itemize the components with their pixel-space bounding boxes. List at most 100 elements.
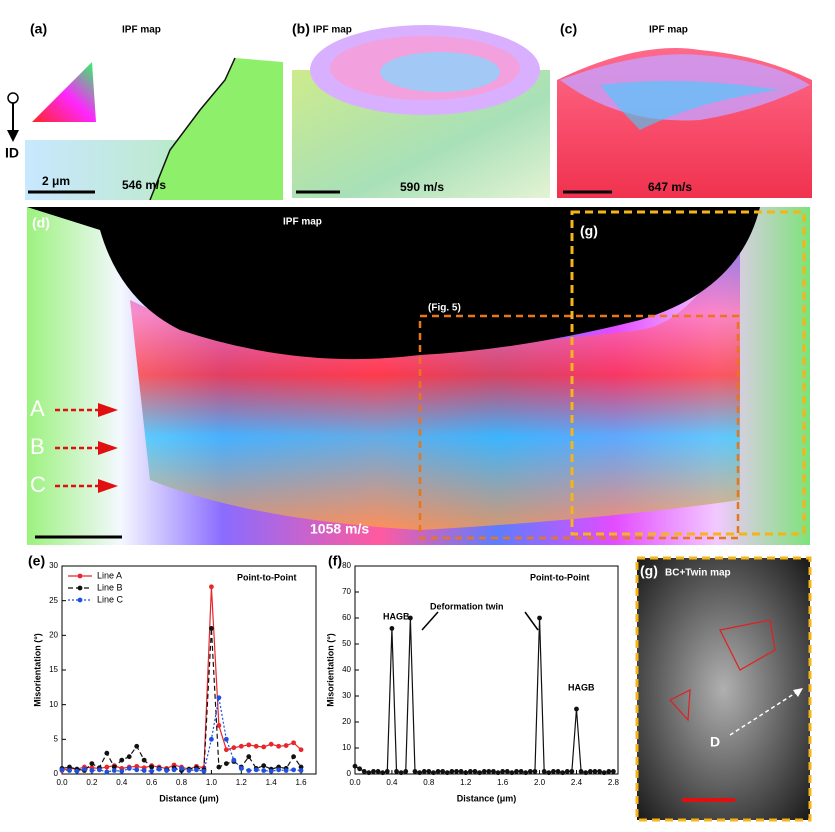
- bc-map: [637, 558, 810, 820]
- data-point: [298, 764, 304, 770]
- line-label: A: [30, 396, 45, 421]
- data-point: [569, 769, 575, 774]
- line-label: C: [30, 472, 46, 497]
- data-point: [134, 767, 140, 773]
- speed-label: 647 m/s: [648, 180, 692, 194]
- data-point: [156, 766, 162, 772]
- line-d-head: [793, 688, 803, 697]
- data-point: [532, 769, 538, 774]
- data-point: [371, 769, 376, 774]
- data-point: [527, 769, 533, 774]
- annotation: Point-to-Point: [237, 572, 296, 582]
- twin-boundary: [669, 619, 776, 722]
- data-point: [514, 769, 519, 774]
- data-point: [82, 766, 87, 772]
- data-point: [375, 769, 381, 774]
- x-tick-label: 1.4: [266, 778, 278, 787]
- data-point: [518, 769, 524, 774]
- data-point: [537, 615, 542, 621]
- data-point: [431, 770, 436, 776]
- data-point: [610, 769, 616, 774]
- x-tick-label: 1.2: [460, 778, 472, 787]
- data-point: [223, 747, 229, 753]
- ipf-grain: [150, 58, 283, 200]
- speed-label: 590 m/s: [400, 180, 444, 194]
- data-point: [276, 743, 282, 749]
- data-point: [384, 769, 390, 774]
- g-border: [635, 556, 812, 822]
- annotation-arrow: [421, 611, 439, 631]
- data-point: [560, 770, 566, 776]
- panel-label: (c): [560, 21, 577, 37]
- direction-label: ID: [5, 145, 19, 161]
- line-arrowhead: [98, 403, 118, 417]
- data-point: [223, 736, 229, 742]
- data-point: [134, 763, 140, 769]
- data-point: [357, 766, 363, 772]
- line-arrowhead: [98, 479, 118, 493]
- data-point: [268, 741, 274, 747]
- data-point: [119, 757, 125, 763]
- line-arrowhead: [98, 441, 118, 455]
- data-point: [551, 769, 556, 774]
- panel-label: (e): [28, 553, 45, 569]
- x-tick-label: 1.6: [497, 778, 509, 787]
- data-point: [606, 769, 612, 774]
- data-point: [435, 769, 441, 774]
- y-tick-label: 25: [49, 596, 58, 605]
- data-point: [504, 769, 510, 774]
- data-point: [126, 766, 132, 771]
- data-point: [261, 763, 267, 769]
- y-tick-label: 80: [342, 561, 351, 570]
- x-tick-label: 2.0: [534, 778, 546, 787]
- data-point: [458, 769, 464, 774]
- panel-label: (f): [328, 553, 342, 569]
- inset-label: (g): [580, 223, 598, 239]
- data-point: [261, 744, 267, 750]
- data-point: [268, 768, 274, 774]
- data-point: [592, 769, 598, 774]
- data-point: [291, 754, 296, 760]
- annotation-arrow: [524, 611, 539, 631]
- y-tick-label: 40: [342, 665, 351, 674]
- data-point: [179, 766, 184, 771]
- data-point: [104, 764, 110, 770]
- data-point: [67, 764, 72, 770]
- panel-c: (c) IPF map 647 m/s: [557, 21, 812, 198]
- data-point: [149, 764, 155, 770]
- y-axis-label: Misorientation (°): [325, 633, 335, 707]
- direction-arrowhead: [7, 130, 19, 142]
- legend-label: Line A: [97, 570, 122, 580]
- y-tick-label: 10: [342, 743, 351, 752]
- x-tick-label: 0.4: [116, 778, 128, 787]
- data-point: [209, 626, 214, 631]
- panel-label: (a): [30, 21, 47, 37]
- data-point: [141, 757, 147, 763]
- data-point: [444, 770, 450, 776]
- x-tick-label: 0.8: [423, 778, 435, 787]
- legend-label: Line C: [97, 594, 124, 604]
- data-point: [283, 768, 289, 773]
- y-tick-label: 30: [49, 561, 58, 570]
- data-point: [509, 770, 515, 776]
- data-point: [223, 761, 229, 766]
- data-point: [104, 769, 110, 775]
- series-line: [61, 586, 302, 772]
- y-axis-label: Misorientation (°): [32, 633, 42, 707]
- x-tick-label: 0.6: [146, 778, 158, 787]
- data-point: [389, 626, 395, 631]
- data-point: [111, 764, 117, 770]
- series-line: [61, 628, 302, 772]
- data-point: [171, 767, 177, 773]
- data-point: [149, 768, 155, 774]
- data-point: [89, 761, 95, 766]
- data-point: [426, 769, 432, 774]
- data-point: [246, 768, 252, 773]
- map-title: BC+Twin map: [665, 568, 731, 579]
- annotation: HAGB: [568, 682, 595, 692]
- series-line: [354, 617, 614, 774]
- x-tick-label: 1.6: [295, 778, 307, 787]
- data-point: [111, 768, 117, 773]
